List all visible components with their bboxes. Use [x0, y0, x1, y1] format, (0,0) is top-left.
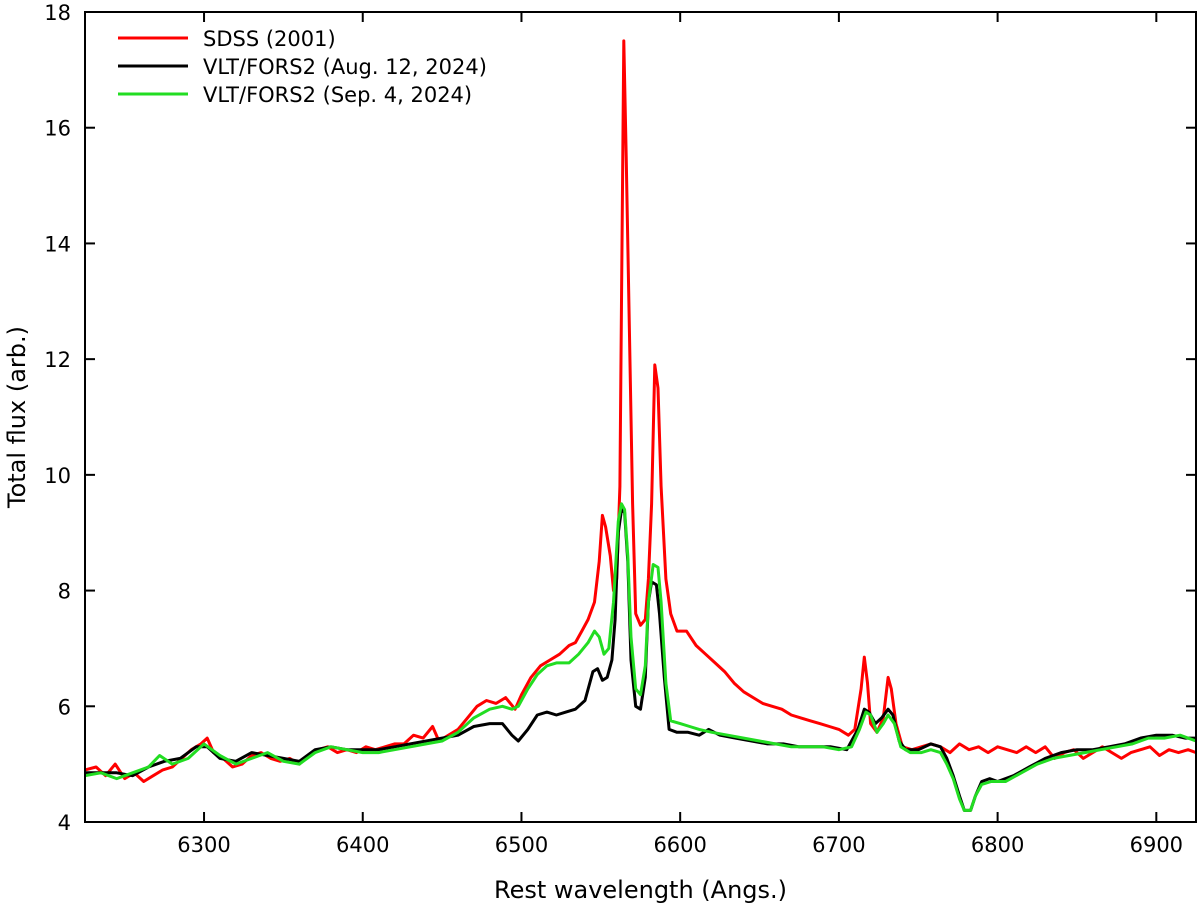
y-tick-label: 16 [44, 117, 71, 141]
legend: SDSS (2001) VLT/FORS2 (Aug. 12, 2024) VL… [118, 27, 487, 107]
series-line-sdss-2001 [85, 39, 1196, 783]
x-tick-label: 6500 [495, 833, 548, 857]
legend-label-vlt-aug: VLT/FORS2 (Aug. 12, 2024) [203, 55, 487, 79]
y-tick-label: 14 [44, 232, 71, 256]
legend-label-sdss: SDSS (2001) [203, 27, 336, 51]
x-tick-label: 6800 [971, 833, 1024, 857]
y-tick-label: 4 [58, 811, 71, 835]
x-tick-label: 6600 [653, 833, 706, 857]
x-tick-label: 6700 [812, 833, 865, 857]
x-axis-ticks: 6300 6400 6500 6600 6700 6800 6900 [177, 12, 1183, 857]
y-axis-label: Total flux (arb.) [3, 326, 31, 509]
plot-frame [84, 11, 1197, 823]
y-tick-label: 12 [44, 348, 71, 372]
legend-label-vlt-sep: VLT/FORS2 (Sep. 4, 2024) [203, 83, 472, 107]
x-tick-label: 6900 [1130, 833, 1183, 857]
x-axis-label: Rest wavelength (Angs.) [494, 876, 787, 904]
series-line-vlt-fors2-aug-12-2024 [85, 508, 1196, 812]
x-tick-label: 6300 [177, 833, 230, 857]
y-tick-label: 6 [58, 695, 71, 719]
y-tick-label: 18 [44, 1, 71, 25]
series-layer [85, 39, 1196, 812]
y-tick-label: 8 [58, 580, 71, 604]
y-tick-label: 10 [44, 464, 71, 488]
x-tick-label: 6400 [336, 833, 389, 857]
series-line-vlt-fors2-sep-4-2024 [85, 502, 1196, 812]
y-axis-ticks: 4 6 8 10 12 14 16 18 [44, 1, 1196, 835]
